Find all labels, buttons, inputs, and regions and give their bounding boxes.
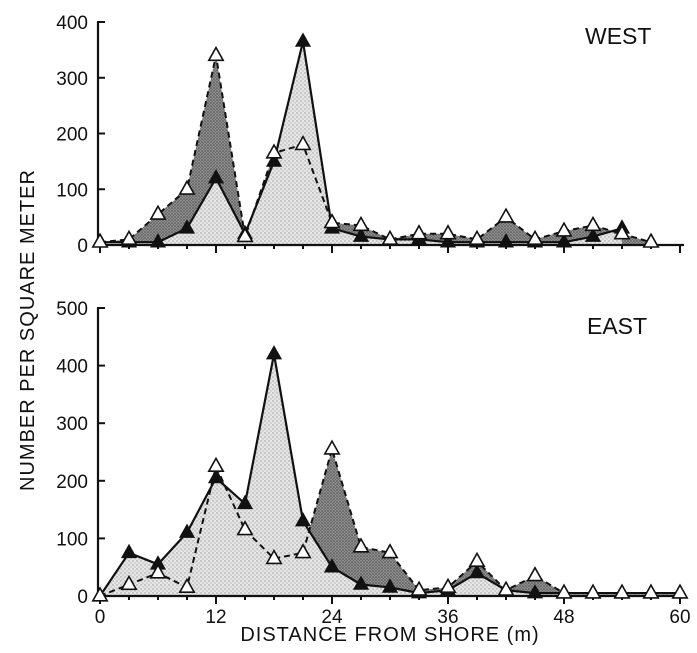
- west-y-tick-label: 300: [56, 69, 88, 90]
- east-x-tick-label: 48: [553, 607, 574, 628]
- east-open-triangle-point: [149, 563, 167, 579]
- west-open-triangle-point: [642, 232, 660, 248]
- east-open-triangle-point: [120, 574, 138, 591]
- east-y-tick-label: 400: [56, 357, 88, 378]
- east-filled-triangle-point: [120, 543, 138, 559]
- west-y-tick-label: 100: [56, 180, 88, 201]
- east-filled-triangle-point: [207, 468, 225, 484]
- east-filled-triangle-point: [323, 558, 341, 573]
- west-open-triangle-point: [555, 221, 573, 237]
- x-axis-title: DISTANCE FROM SHORE (m): [240, 624, 539, 646]
- west-y-tick-label: 200: [56, 125, 88, 146]
- east-panel: 0 100 200 300 400 500 0 12 24 36 48 60: [56, 299, 690, 628]
- east-open-triangle-point: [207, 456, 225, 472]
- east-open-triangle-point: [381, 543, 399, 559]
- east-filled-triangle-point: [468, 563, 486, 579]
- east-open-triangle-point: [178, 577, 196, 593]
- east-filled-triangle-point: [178, 523, 196, 538]
- west-open-triangle-point: [584, 215, 602, 232]
- east-open-triangle-point: [265, 548, 283, 565]
- west-open-triangle-point: [91, 232, 109, 248]
- east-open-triangle-point: [555, 583, 573, 599]
- east-x-tick-label: 24: [321, 607, 343, 628]
- east-open-series-line: [99, 445, 680, 597]
- west-open-triangle-point: [526, 229, 544, 245]
- west-open-area: [100, 55, 651, 245]
- west-filled-triangle-point: [555, 233, 573, 248]
- west-open-triangle-point: [613, 224, 631, 240]
- west-open-triangle-point: [149, 204, 167, 220]
- east-open-triangle-point: [352, 537, 370, 553]
- east-open-triangle-point: [439, 577, 457, 593]
- west-open-triangle-point: [178, 179, 196, 195]
- west-filled-triangle-point: [294, 32, 312, 47]
- west-open-triangle-point: [207, 45, 225, 62]
- west-filled-triangle-point: [497, 233, 515, 248]
- y-axis-title: NUMBER PER SQUARE METER: [17, 169, 39, 491]
- east-x-tick-label: 60: [669, 607, 690, 628]
- east-open-triangle-point: [642, 583, 660, 599]
- east-open-triangle-point: [671, 583, 689, 599]
- east-x-tick-label: 36: [437, 607, 458, 628]
- east-open-triangle-point: [410, 580, 428, 596]
- west-open-triangle-point: [265, 143, 283, 159]
- east-open-triangle-point: [294, 543, 312, 559]
- east-open-triangle-point: [323, 439, 341, 455]
- west-filled-triangle-point: [149, 233, 167, 248]
- east-filled-triangle-point: [352, 575, 370, 590]
- west-open-triangle-point: [439, 224, 457, 240]
- west-filled-triangle-point: [207, 169, 225, 184]
- west-open-triangle-point: [352, 215, 370, 232]
- west-y-tick-label: 0: [77, 236, 88, 257]
- west-open-triangle-point: [120, 229, 138, 245]
- west-open-triangle-point: [468, 229, 486, 245]
- east-open-triangle-point: [497, 580, 515, 596]
- east-open-triangle-point: [584, 583, 602, 599]
- east-open-triangle-point: [468, 551, 486, 567]
- east-open-triangle-point: [236, 520, 254, 536]
- west-filled-triangle-point: [178, 219, 196, 234]
- panel-label-east: EAST: [587, 313, 647, 339]
- east-y-tick-label: 500: [56, 299, 88, 320]
- east-y-tick-label: 0: [77, 587, 88, 608]
- west-open-triangle-point: [497, 207, 515, 223]
- east-open-triangle-point: [526, 566, 544, 582]
- east-x-tick-label: 12: [205, 607, 226, 628]
- west-panel: 0 100 200 300 400: [56, 13, 684, 257]
- east-filled-triangle-point: [236, 494, 254, 510]
- east-filled-area: [100, 354, 680, 596]
- west-open-triangle-point: [294, 134, 312, 151]
- west-filled-triangle-point: [352, 227, 370, 242]
- east-open-triangle-point: [613, 583, 631, 599]
- east-y-tick-label: 200: [56, 472, 88, 493]
- west-open-triangle-point: [323, 213, 341, 229]
- east-filled-triangle-point: [265, 345, 283, 360]
- panel-label-west: WEST: [585, 23, 651, 49]
- east-y-tick-label: 300: [56, 414, 88, 435]
- east-filled-triangle-point: [294, 512, 312, 527]
- east-filled-triangle-point: [526, 584, 544, 599]
- west-y-tick-label: 400: [56, 13, 88, 34]
- east-y-tick-label: 100: [56, 529, 88, 550]
- east-filled-triangle-point: [381, 578, 399, 593]
- west-filled-triangle-point: [265, 152, 283, 167]
- east-open-triangle-point: [91, 586, 109, 602]
- east-x-tick-label: 0: [95, 607, 106, 628]
- west-open-triangle-point: [410, 224, 428, 240]
- west-open-triangle-point: [381, 229, 399, 245]
- west-filled-triangle-point: [584, 227, 602, 242]
- west-open-triangle-point: [236, 226, 254, 243]
- west-filled-triangle-point: [439, 233, 457, 248]
